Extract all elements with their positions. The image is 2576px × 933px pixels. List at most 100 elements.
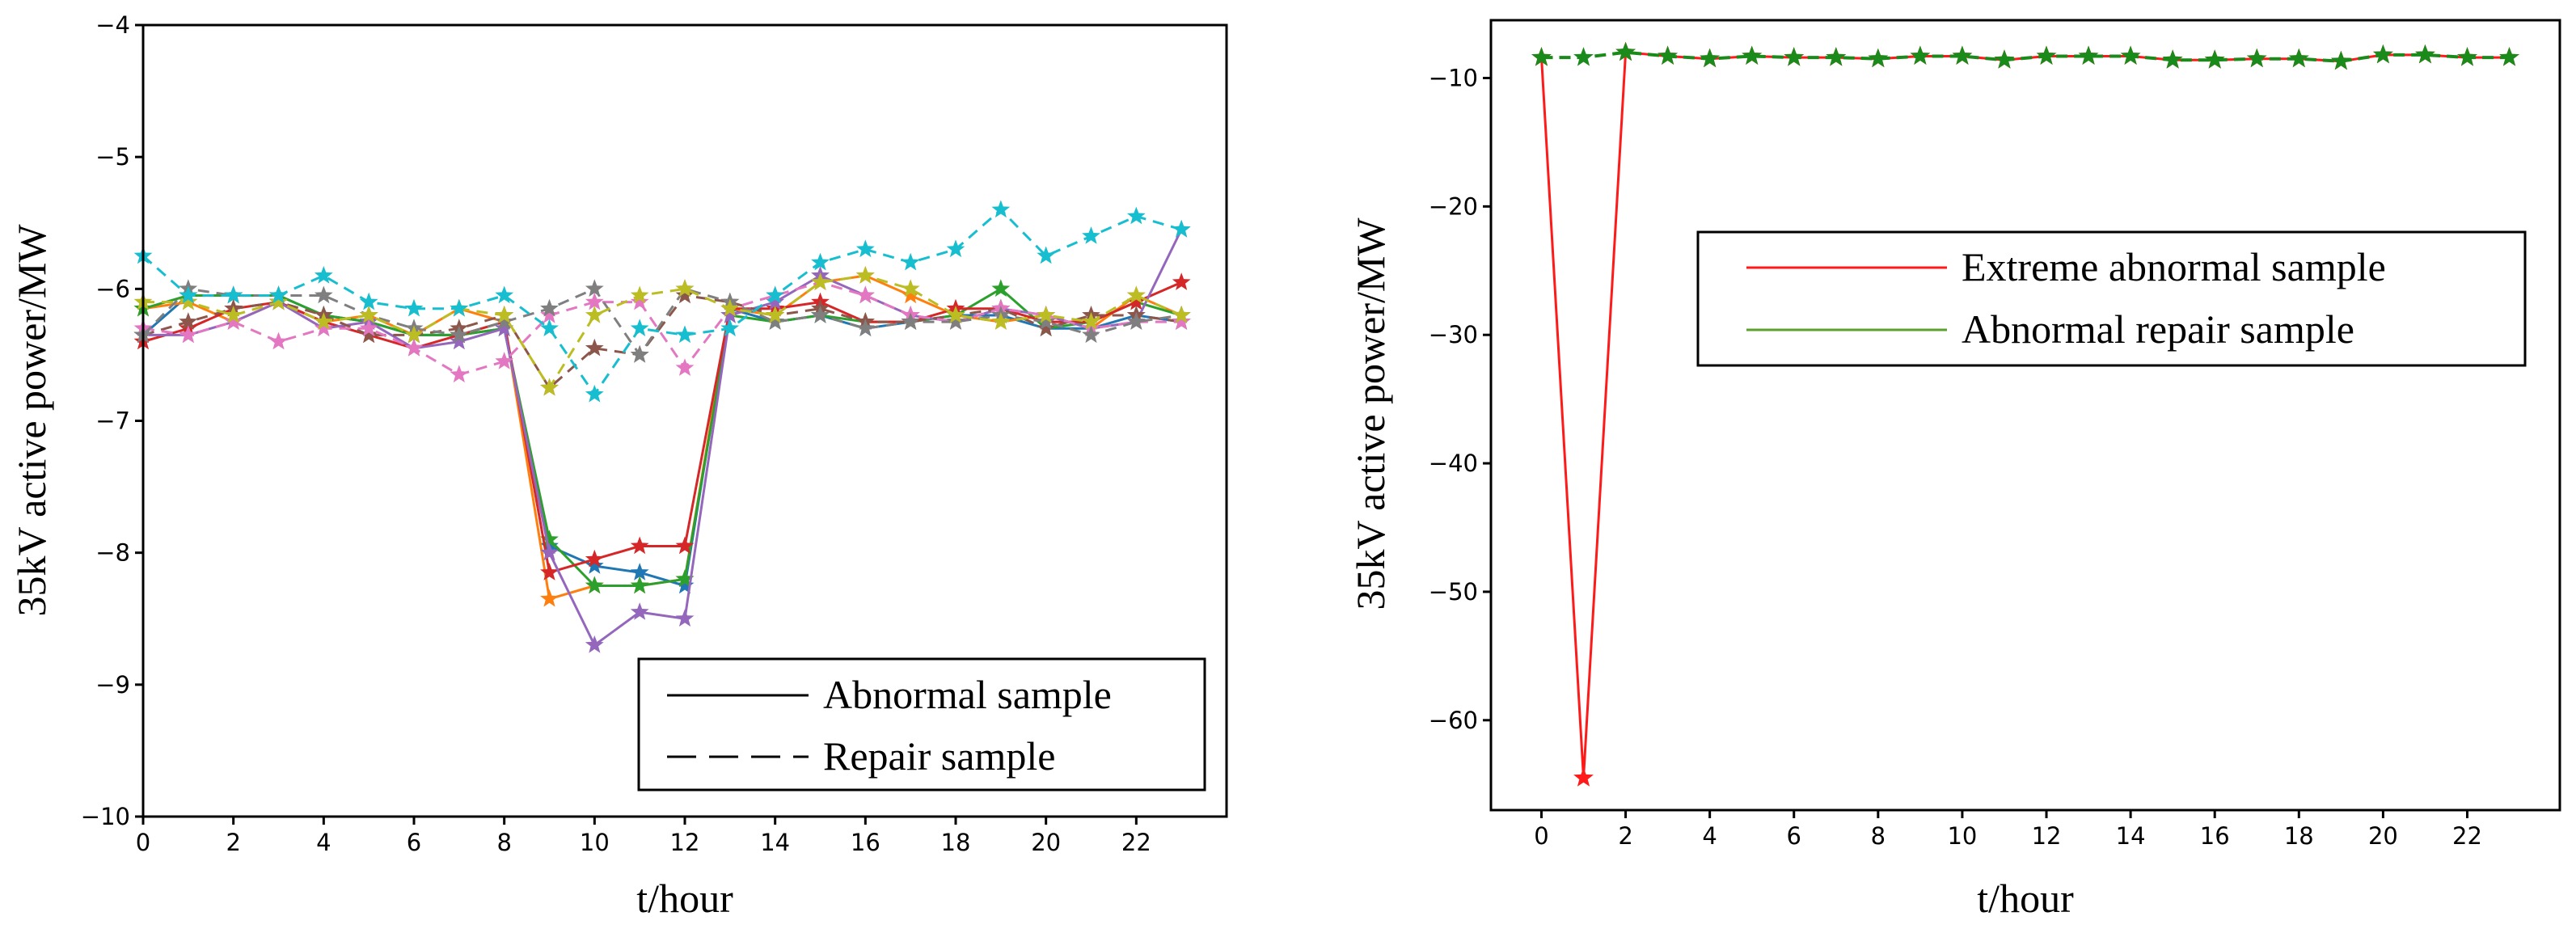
left-series-point xyxy=(359,319,378,336)
left-series-point xyxy=(585,635,604,653)
left-series-line xyxy=(143,274,1182,390)
left-chart: 0 2 4 6 8 10 12 14 16 18 20 22 −4 −5 −6 −7 −8 −9 −10 t/hou… xyxy=(9,11,1228,921)
right-ticks-layer: 0 2 4 6 8 10 12 14 16 18 20 22 −10 −20 −30 −40 −50 −60 xyxy=(1429,64,2482,850)
left-series-point xyxy=(630,563,649,580)
left-x-tick-label: 4 xyxy=(316,829,331,856)
right-series-point xyxy=(1700,48,1720,68)
left-series-point xyxy=(179,285,198,304)
left-series-point xyxy=(1172,312,1191,330)
right-series-point xyxy=(2331,50,2351,70)
left-y-tick-label: −4 xyxy=(95,11,130,39)
left-series-point xyxy=(1126,285,1146,304)
left-series-purple xyxy=(133,219,1191,653)
left-legend: Abnormal sample Repair sample xyxy=(637,657,1206,792)
left-series-point xyxy=(991,279,1011,297)
right-series-point xyxy=(1531,47,1552,66)
left-series-point xyxy=(269,285,288,304)
left-series-point xyxy=(720,306,740,323)
left-series-point xyxy=(630,319,649,336)
left-series-point xyxy=(269,331,288,350)
right-legend-entry-repair: Abnormal repair sample xyxy=(1962,306,2354,352)
left-series-point xyxy=(1126,312,1146,330)
right-y-tick-label: −40 xyxy=(1429,450,1478,477)
left-series-point xyxy=(675,569,695,587)
left-series-point xyxy=(224,285,243,304)
left-series-point xyxy=(585,384,604,403)
left-series-point xyxy=(404,325,424,344)
left-series-point xyxy=(1082,325,1100,344)
left-series-point xyxy=(766,285,785,304)
right-x-tick-label: 22 xyxy=(2452,822,2482,850)
left-series-point xyxy=(855,319,875,336)
left-series-point xyxy=(495,319,514,336)
right-x-axis-label: t/hour xyxy=(1977,876,2074,921)
left-series-point xyxy=(630,292,649,310)
left-series-point xyxy=(1037,319,1056,336)
right-series-point xyxy=(2288,48,2309,68)
left-series-point xyxy=(495,306,514,323)
right-series-point xyxy=(1952,45,1973,65)
left-series-point xyxy=(675,325,695,344)
left-y-tick-label: −7 xyxy=(95,407,130,435)
left-series-point xyxy=(1172,272,1191,290)
left-series-point xyxy=(675,609,695,627)
left-series-point xyxy=(540,298,559,317)
left-x-tick-label: 2 xyxy=(226,829,240,856)
left-series-point xyxy=(450,331,469,350)
left-series-point xyxy=(540,378,559,396)
left-series-point xyxy=(946,306,965,323)
left-y-axis-label: 35kV active power/MW xyxy=(9,224,54,617)
left-series-blue xyxy=(133,285,1191,594)
left-series-point xyxy=(720,319,740,336)
right-x-tick-label: 18 xyxy=(2284,822,2314,850)
left-y-tick-label: −5 xyxy=(95,143,130,171)
left-series-point xyxy=(404,298,424,317)
right-series-point xyxy=(2246,48,2267,68)
left-series-point xyxy=(450,325,469,344)
right-y-tick-label: −60 xyxy=(1429,707,1478,734)
right-x-tick-label: 20 xyxy=(2368,822,2398,850)
left-series-point xyxy=(1037,312,1056,330)
left-series-point xyxy=(359,325,378,344)
left-series-point xyxy=(901,285,920,304)
left-series-point xyxy=(585,338,604,357)
left-series-line xyxy=(142,281,1182,376)
left-series-point xyxy=(495,312,514,330)
right-y-tick-label: −50 xyxy=(1429,578,1478,606)
left-series-point xyxy=(855,285,875,304)
left-y-tick-label: −8 xyxy=(95,539,130,567)
right-series-point xyxy=(1742,45,1763,65)
left-series-point xyxy=(179,292,198,310)
left-x-axis-label: t/hour xyxy=(636,876,733,921)
right-series-line xyxy=(1540,51,2510,779)
left-series-point xyxy=(1082,312,1100,330)
left-series-point xyxy=(1126,292,1146,310)
left-series-point xyxy=(946,239,965,258)
left-series-point xyxy=(946,312,965,330)
left-series-point xyxy=(540,563,559,580)
left-series-point xyxy=(585,556,604,574)
right-legend: Extreme abnormal sample Abnormal repair … xyxy=(1696,230,2527,367)
left-series-point xyxy=(766,292,785,310)
left-series-point xyxy=(269,292,288,310)
left-series-point xyxy=(585,279,604,297)
left-series-line xyxy=(142,294,1182,587)
left-series-point xyxy=(179,312,198,330)
right-x-tick-label: 16 xyxy=(2200,822,2230,850)
right-series-point xyxy=(2162,49,2183,69)
left-series-point xyxy=(630,344,649,363)
left-series-point xyxy=(495,352,514,369)
left-series-point xyxy=(495,285,514,304)
right-legend-entry-extreme: Extreme abnormal sample xyxy=(1962,244,2386,289)
left-series-point xyxy=(314,312,333,330)
right-series-point xyxy=(1910,45,1931,65)
left-series-point xyxy=(901,312,920,330)
right-y-tick-label: −20 xyxy=(1429,192,1478,220)
left-legend-entry-abnormal: Abnormal sample xyxy=(823,672,1112,717)
left-series-pink xyxy=(133,272,1191,383)
left-series-point xyxy=(855,239,875,258)
right-series-point xyxy=(1868,48,1889,68)
left-series-point xyxy=(450,298,469,317)
left-series-line xyxy=(141,287,1182,357)
left-x-tick-label: 8 xyxy=(496,829,511,856)
